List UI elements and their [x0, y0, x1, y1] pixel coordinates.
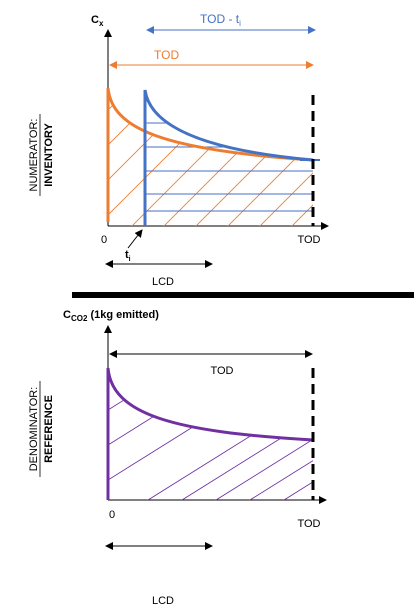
ti-pointer-arrow [127, 229, 143, 249]
denominator-label: DENOMINATOR: [28, 387, 40, 472]
orange-decay-curve [106, 87, 314, 222]
blue-decay-curve [143, 89, 314, 226]
ti-label: ti [125, 249, 131, 263]
bottom-lcd-label: LCD [152, 595, 174, 607]
tod-minus-ti-label: TOD - ti [200, 12, 241, 28]
inventory-label: INVENTORY [43, 123, 55, 187]
tod-orange-label: TOD [154, 48, 179, 62]
orange-hatch [108, 88, 313, 226]
top-tod-tick-label: TOD [297, 234, 320, 246]
cco2-axis-label: CCO2 (1kg emitted) [63, 309, 159, 323]
panel-separator [72, 292, 414, 298]
denominator-title: DENOMINATOR: REFERENCE [28, 381, 55, 477]
top-origin-label: 0 [101, 234, 107, 246]
reference-label: REFERENCE [43, 395, 55, 463]
top-panel: NUMERATOR: INVENTORY Cx TOD - ti TOD [28, 12, 329, 288]
cx-axis-label: Cx [91, 14, 104, 28]
bottom-panel: CCO2 (1kg emitted) DENOMINATOR: REFERENC… [28, 309, 327, 607]
bottom-origin-label: 0 [109, 509, 115, 521]
numerator-title: NUMERATOR: INVENTORY [28, 114, 55, 196]
bottom-tod-span-label: TOD [210, 365, 233, 377]
bottom-tod-tick-label: TOD [297, 518, 320, 530]
top-lcd-label: LCD [152, 276, 174, 288]
purple-decay-curve [106, 367, 314, 500]
numerator-label: NUMERATOR: [28, 119, 40, 192]
